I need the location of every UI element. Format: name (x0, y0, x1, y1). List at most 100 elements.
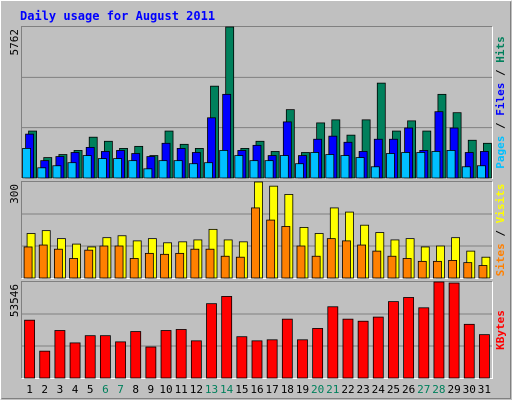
bar (190, 248, 200, 279)
bar (403, 297, 415, 379)
bar (221, 296, 233, 379)
bar (372, 250, 382, 279)
bar (236, 336, 248, 379)
bar (431, 151, 441, 179)
x-tick-label: 22 (341, 383, 354, 396)
bar (401, 152, 411, 179)
panel-bevel-dark (21, 26, 493, 179)
bar (84, 335, 96, 379)
x-tick-label: 30 (463, 383, 476, 396)
bar (251, 207, 260, 279)
bar (206, 303, 217, 379)
legend-separator: / (494, 223, 507, 243)
x-tick-label: 24 (372, 383, 386, 396)
bar (144, 252, 154, 279)
bar (402, 258, 412, 279)
bar (143, 168, 153, 179)
bar (39, 350, 51, 379)
bar (325, 154, 335, 179)
bar (478, 265, 488, 279)
bar (342, 240, 351, 279)
bar (114, 245, 124, 279)
y-tick-label: 5762 (8, 29, 21, 56)
x-tick-label: 27 (417, 383, 430, 396)
bar (115, 341, 126, 379)
bar (463, 323, 475, 379)
bar (204, 162, 213, 179)
x-tick-label: 13 (205, 383, 218, 396)
legend-entry: KBytes (494, 310, 507, 350)
bar (175, 329, 187, 379)
bar (327, 306, 339, 379)
bar (296, 245, 306, 279)
x-tick-label: 21 (326, 383, 339, 396)
legend-separator: / (494, 116, 507, 136)
x-tick-label: 23 (357, 383, 370, 396)
x-tick-label: 5 (87, 383, 94, 396)
bar (281, 318, 293, 379)
bar (84, 249, 94, 279)
bar (388, 301, 399, 379)
x-tick-label: 12 (190, 383, 203, 396)
y-tick-label: 53546 (8, 284, 21, 317)
x-tick-label: 31 (478, 383, 491, 396)
x-tick-label: 14 (220, 383, 234, 396)
bar (433, 260, 442, 279)
x-tick-label: 18 (281, 383, 294, 396)
bar (357, 320, 369, 379)
bar (251, 340, 263, 379)
bar (158, 160, 168, 179)
bar (23, 246, 33, 279)
bar (234, 155, 244, 179)
panel-bevel-light (21, 281, 493, 379)
bar (448, 282, 460, 379)
bar (190, 340, 202, 379)
x-tick-label: 1 (26, 383, 33, 396)
bar (387, 255, 397, 279)
bar (99, 245, 109, 279)
bar (446, 150, 456, 179)
bar (67, 162, 77, 179)
legend: KBytes (494, 310, 507, 350)
bar (37, 167, 47, 179)
panel-bevel-light (21, 26, 493, 179)
x-tick-label: 19 (296, 383, 309, 396)
panel-bevel-light (21, 181, 493, 279)
bar (463, 262, 473, 279)
x-tick-label: 26 (402, 383, 415, 396)
bar (52, 165, 62, 179)
bar (220, 255, 230, 279)
x-tick-label: 2 (41, 383, 48, 396)
bar (461, 166, 471, 179)
legend-entry: Visits (494, 184, 507, 224)
bar (448, 259, 457, 279)
bar (370, 166, 380, 179)
bar (416, 152, 426, 179)
bar (129, 258, 139, 279)
legend: Sites / Visits (494, 184, 507, 277)
bar (281, 226, 291, 279)
legend-separator: / (494, 63, 507, 83)
legend-entry: Files (494, 83, 507, 116)
x-tick-label: 4 (72, 383, 79, 396)
panel-bevel-dark (21, 281, 493, 379)
bar (295, 163, 304, 179)
bar (340, 155, 350, 179)
bar (372, 316, 384, 379)
bar (326, 238, 336, 279)
bar (54, 248, 63, 279)
bar (386, 153, 395, 179)
bar (266, 219, 276, 279)
bar (54, 330, 66, 379)
bar (24, 319, 35, 379)
bar (205, 248, 215, 279)
bar (342, 318, 354, 379)
bar (266, 339, 278, 379)
legend: Pages / Files / Hits (494, 36, 507, 169)
bar (417, 260, 427, 279)
bar (297, 339, 308, 379)
x-tick-label: 28 (432, 383, 445, 396)
